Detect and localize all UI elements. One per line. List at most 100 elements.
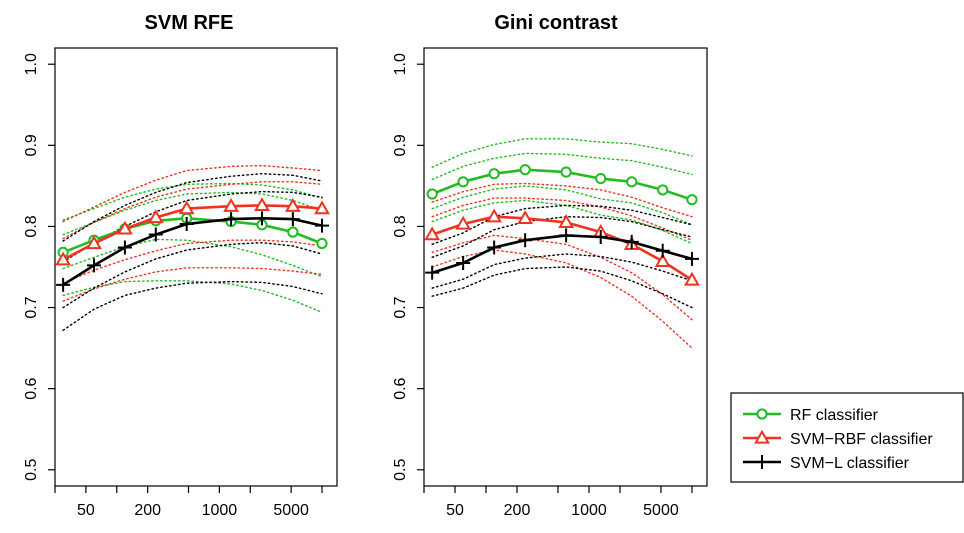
series-1 <box>424 208 700 286</box>
circle-marker <box>657 184 669 196</box>
plus-marker <box>285 212 300 227</box>
y-tick-label: 0.6 <box>23 377 40 399</box>
confidence-band-inner-lower <box>431 185 693 226</box>
y-tick-label: 0.5 <box>392 459 409 481</box>
y-tick-label: 0.8 <box>392 215 409 237</box>
plus-marker <box>624 234 639 249</box>
panel-title: SVM RFE <box>145 12 234 34</box>
plus-marker <box>117 240 132 255</box>
circle-marker <box>626 176 638 188</box>
triangle-marker <box>254 197 270 212</box>
x-tick-label: 200 <box>134 502 161 519</box>
plus-marker <box>755 455 769 469</box>
series-1 <box>55 197 330 266</box>
series-2 <box>56 211 330 292</box>
circle-marker <box>519 164 531 176</box>
plus-marker <box>87 258 102 273</box>
series-0 <box>426 164 698 206</box>
plus-marker <box>487 240 502 255</box>
plot-frame <box>423 47 708 487</box>
triangle-marker <box>684 271 700 286</box>
legend-label: RF classifier <box>790 407 879 424</box>
plus-marker <box>559 228 574 243</box>
circle-marker <box>316 237 328 250</box>
panel-gini-contrast: Gini contrast 0.5 0.6 0.7 0.8 0.9 1.0 50 200 100… <box>392 12 708 519</box>
triangle-marker <box>558 214 575 229</box>
plot-frame <box>54 47 338 487</box>
confidence-band-inner-lower <box>62 238 323 278</box>
legend-entry-svm-rbf: SVM−RBF classifier <box>743 429 933 448</box>
y-tick-label: 1.0 <box>23 53 40 75</box>
plus-marker <box>254 211 269 226</box>
triangle-marker <box>424 226 441 241</box>
confidence-band-outer-upper <box>431 204 693 245</box>
circle-marker <box>595 172 607 185</box>
triangle-marker <box>517 210 534 224</box>
confidence-band-inner-upper <box>62 190 323 263</box>
confidence-band-outer-lower <box>62 267 323 302</box>
triangle-marker <box>116 220 133 235</box>
x-tick-label: 5000 <box>643 502 679 519</box>
x-tick-label: 50 <box>446 502 464 519</box>
y-tick-label: 0.7 <box>392 296 409 318</box>
y-tick-label: 0.6 <box>392 377 409 399</box>
plus-marker <box>655 243 670 258</box>
y-tick-label: 1.0 <box>392 53 409 75</box>
confidence-band-inner-upper <box>62 181 323 240</box>
triangle-marker <box>223 197 240 212</box>
confidence-band-inner-lower <box>431 253 693 289</box>
plus-marker <box>148 227 163 242</box>
plus-marker <box>425 265 440 280</box>
legend-entry-svm-l: SVM−L classifier <box>743 455 910 472</box>
confidence-band-inner-upper <box>62 191 323 236</box>
legend-entry-rf: RF classifier <box>743 407 879 424</box>
x-tick-label: 1000 <box>571 502 607 519</box>
panel-svm-rfe: SVM RFE 0.5 0.6 0.7 0.8 0.9 1.0 50 200 1000 5000 <box>23 12 338 519</box>
confidence-band-outer-lower <box>431 249 693 349</box>
confidence-band-inner-lower <box>62 241 323 309</box>
series-2 <box>425 228 699 280</box>
circle-marker <box>686 194 698 206</box>
circle-marker <box>488 168 500 180</box>
triangle-marker <box>754 429 770 444</box>
confidence-band-outer-upper <box>431 138 693 168</box>
plus-marker <box>315 218 330 233</box>
plus-marker <box>224 212 239 227</box>
triangle-marker <box>314 200 330 215</box>
triangle-marker <box>486 208 503 223</box>
confidence-band-outer-lower <box>62 280 323 314</box>
confidence-band-inner-lower <box>62 239 323 284</box>
confidence-band-inner-upper <box>431 152 693 181</box>
triangle-marker <box>178 200 195 215</box>
circle-marker <box>756 408 768 420</box>
triangle-marker <box>86 235 102 250</box>
plus-marker <box>684 251 699 266</box>
x-tick-label: 5000 <box>273 502 309 519</box>
x-tick-label: 50 <box>77 502 95 519</box>
x-tick-label: 1000 <box>202 502 238 519</box>
circle-marker <box>287 226 299 238</box>
circle-marker <box>426 188 438 200</box>
plus-marker <box>56 277 71 292</box>
confidence-band-inner-lower <box>431 234 693 321</box>
confidence-band-inner-upper <box>431 197 693 241</box>
legend: RF classifier SVM−RBF classifier SVM−L c… <box>730 392 964 483</box>
confidence-band-outer-upper <box>62 164 323 223</box>
triangle-marker <box>654 253 671 267</box>
triangle-marker <box>55 251 72 266</box>
y-tick-label: 0.8 <box>23 215 40 237</box>
y-tick-label: 0.9 <box>23 134 40 156</box>
circle-marker <box>457 176 469 188</box>
x-tick-label: 200 <box>504 502 531 519</box>
y-tick-label: 0.5 <box>23 459 40 481</box>
confidence-band-outer-lower <box>62 280 323 331</box>
triangle-marker <box>147 209 164 224</box>
y-tick-label: 0.7 <box>23 296 40 318</box>
y-tick-label: 0.9 <box>392 134 409 156</box>
plus-marker <box>593 229 608 244</box>
confidence-band-outer-upper <box>62 182 323 221</box>
plus-marker <box>518 233 533 248</box>
legend-label: SVM−L classifier <box>790 455 910 472</box>
plus-marker <box>456 255 471 270</box>
